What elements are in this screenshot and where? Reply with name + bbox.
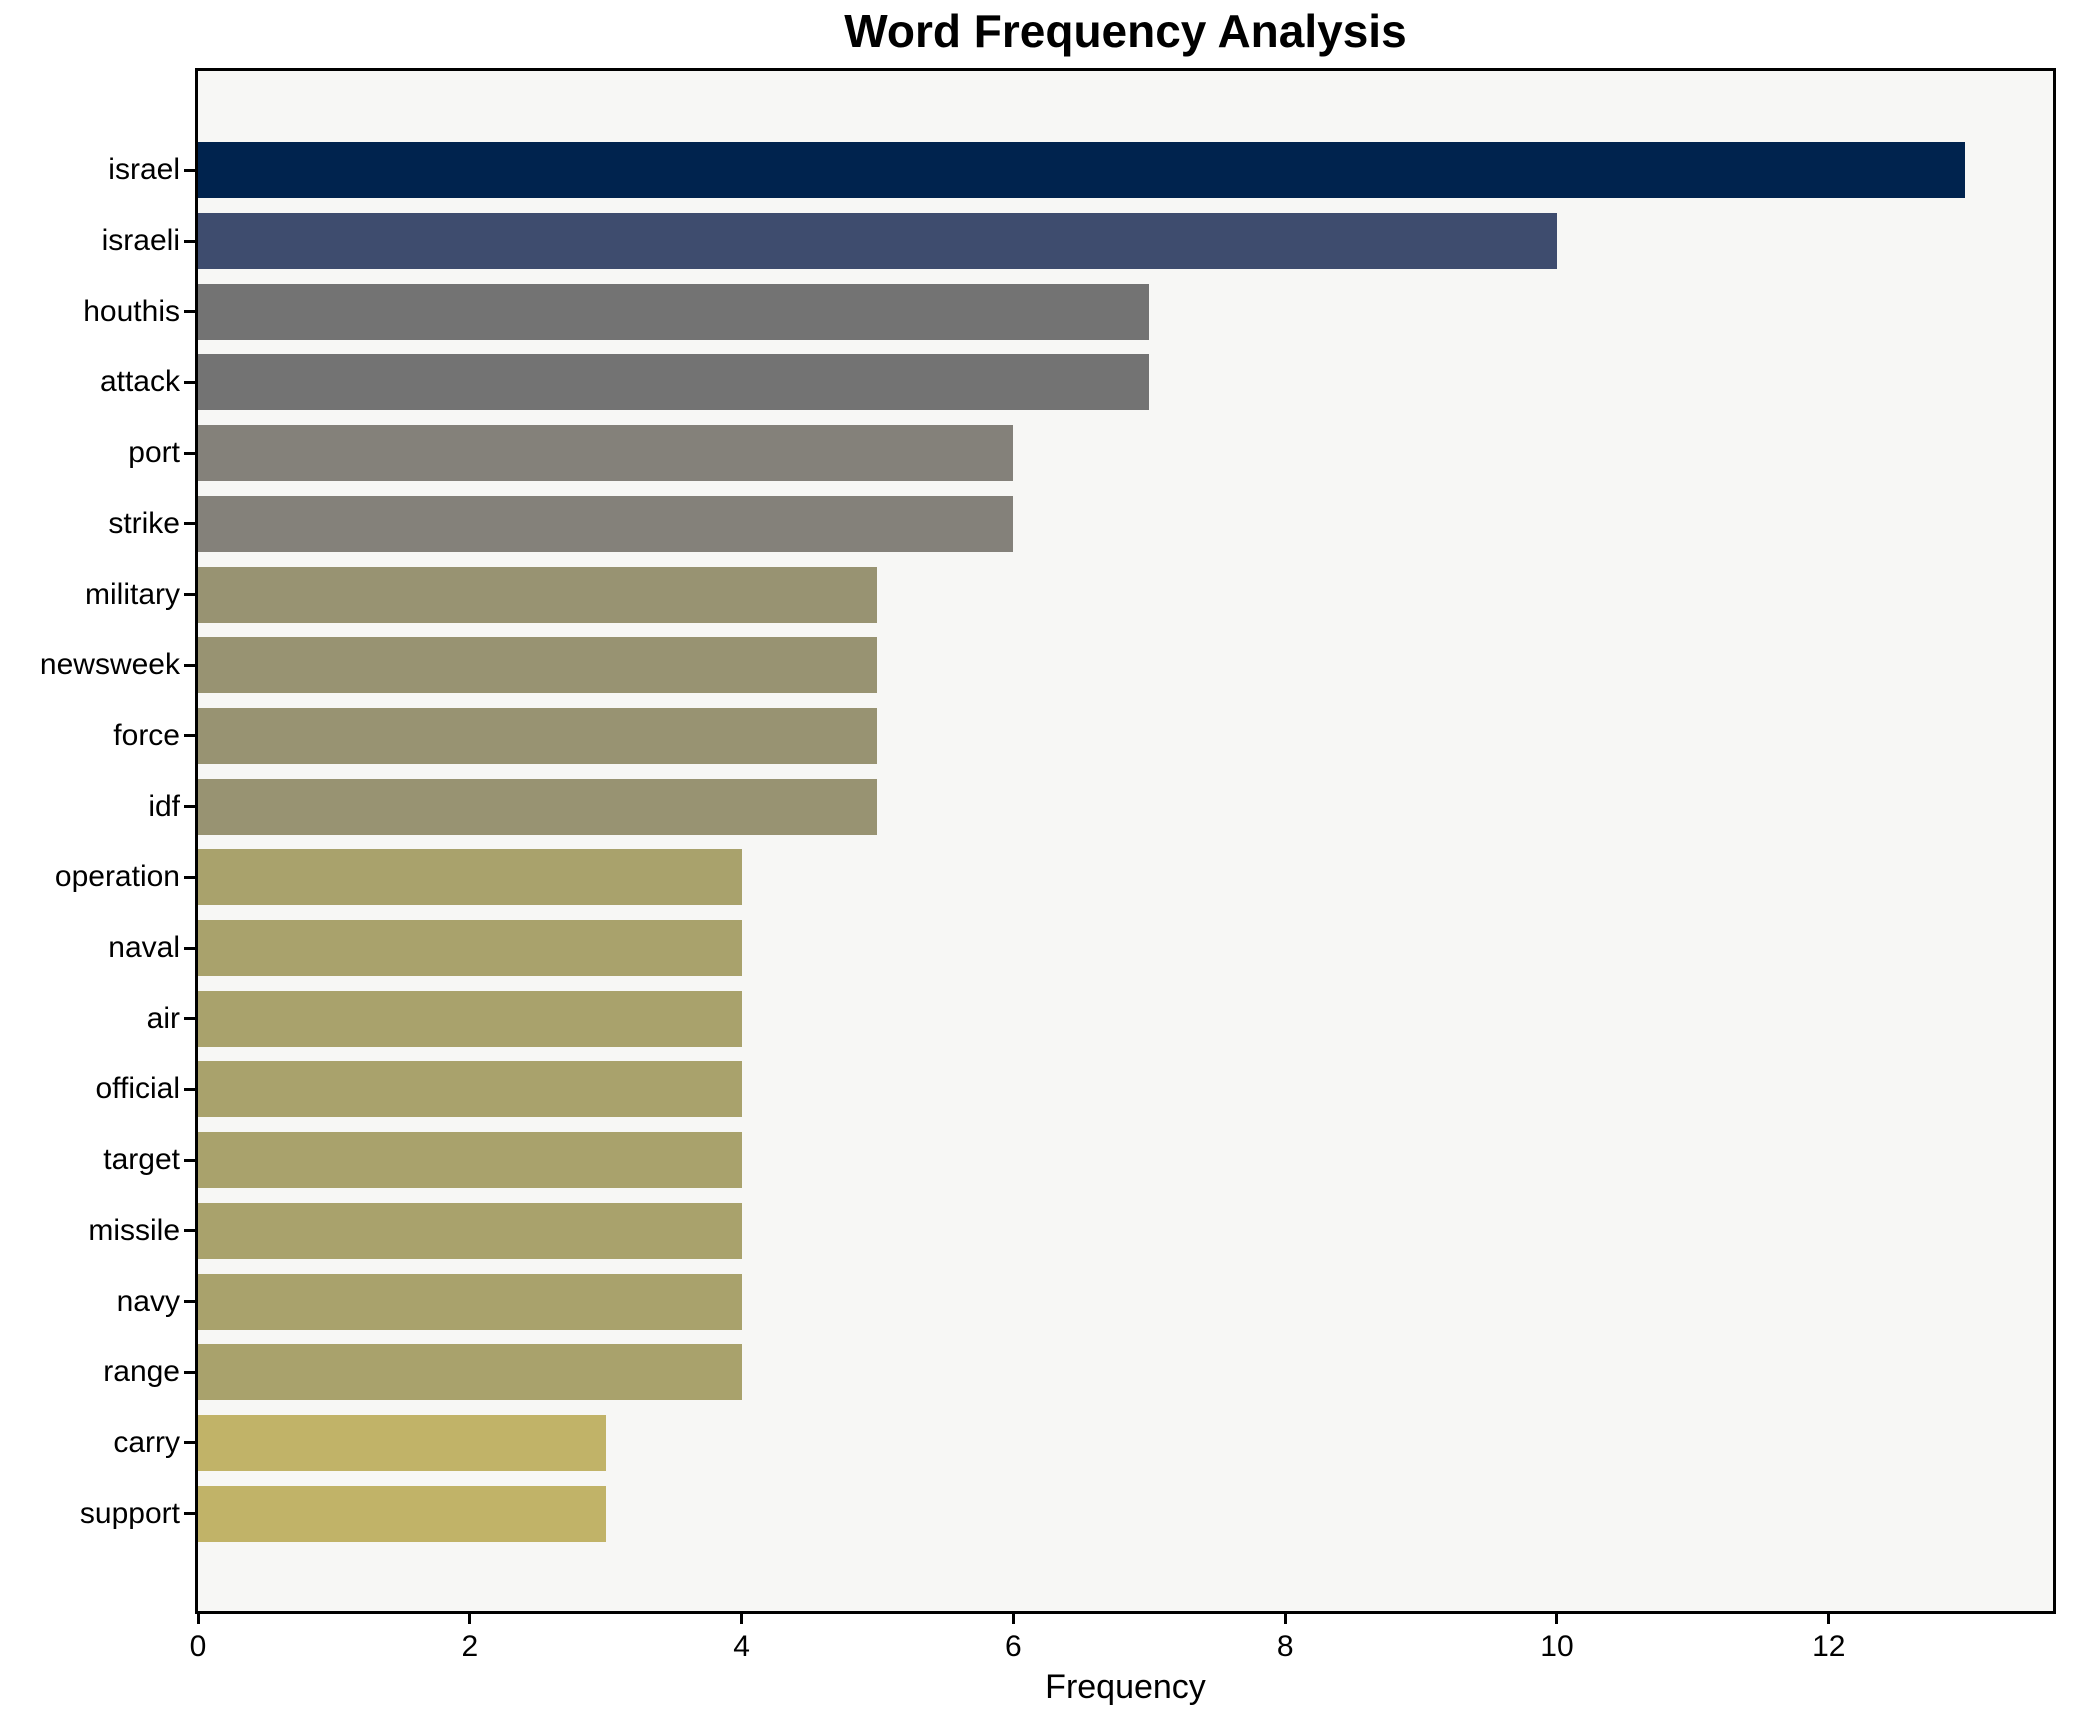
bar-military <box>198 566 878 623</box>
y-tick-label-operation: operation <box>54 860 180 894</box>
y-tick-label-attack: attack <box>99 365 180 399</box>
y-tick-label-target: target <box>103 1143 180 1177</box>
bar-row <box>198 842 2053 913</box>
y-tick-mark <box>184 805 195 809</box>
x-tick-label-8: 8 <box>1276 1630 1294 1663</box>
y-tick-label-missile: missile <box>88 1213 180 1247</box>
y-tick-label-carry: carry <box>113 1425 180 1459</box>
y-tick-label-official: official <box>95 1072 181 1106</box>
y-tick-mark <box>184 310 195 314</box>
bar-carry <box>198 1415 606 1471</box>
y-tick-mark <box>184 1087 195 1091</box>
bar-official <box>198 1061 742 1118</box>
y-tick-mark <box>184 168 195 172</box>
bar-row <box>198 1408 2053 1479</box>
y-tick-label-israel: israel <box>108 153 180 187</box>
bar-air <box>198 990 742 1047</box>
x-tick-label-12: 12 <box>1812 1630 1846 1663</box>
bar-row <box>198 347 2053 418</box>
bar-row <box>198 135 2053 206</box>
x-axis-label: Frequency <box>1045 1668 1206 1706</box>
y-tick-label-israeli: israeli <box>101 224 180 258</box>
y-tick-mark <box>184 946 195 950</box>
bar-operation <box>198 849 742 906</box>
chart-title: Word Frequency Analysis <box>844 5 1407 57</box>
y-tick-label-newsweek: newsweek <box>39 648 180 682</box>
x-tick-mark <box>468 1611 472 1624</box>
bar-row <box>198 489 2053 560</box>
x-tick-mark <box>740 1611 744 1624</box>
y-tick-label-range: range <box>103 1355 180 1389</box>
plot-area <box>195 68 2056 1614</box>
y-tick-mark <box>184 1300 195 1304</box>
y-tick-mark <box>184 1017 195 1021</box>
bar-row <box>198 1054 2053 1125</box>
x-tick-label-6: 6 <box>1005 1630 1022 1663</box>
y-tick-label-naval: naval <box>108 931 180 965</box>
y-tick-mark <box>184 734 195 738</box>
bar-strike <box>198 495 1014 552</box>
bar-row <box>198 276 2053 347</box>
bar-row <box>198 559 2053 630</box>
y-tick-label-military: military <box>85 577 180 611</box>
y-tick-label-idf: idf <box>148 789 180 823</box>
bar-naval <box>198 920 742 977</box>
bar-row <box>198 630 2053 701</box>
bars <box>198 71 2053 1611</box>
bar-row <box>198 983 2053 1054</box>
y-tick-mark <box>184 451 195 455</box>
y-tick-mark <box>184 522 195 526</box>
bar-attack <box>198 354 1150 411</box>
y-tick-mark <box>184 1370 195 1374</box>
bar-force <box>198 707 878 764</box>
y-tick-label-air: air <box>146 1001 180 1035</box>
bar-row <box>198 1337 2053 1408</box>
bar-houthis <box>198 283 1150 340</box>
bar-row <box>198 1266 2053 1337</box>
y-tick-label-navy: navy <box>116 1284 180 1318</box>
y-tick-mark <box>184 1229 195 1233</box>
x-tick-label-0: 0 <box>189 1630 207 1663</box>
y-tick-label-force: force <box>113 718 180 752</box>
y-tick-mark <box>184 875 195 879</box>
bar-newsweek <box>198 637 878 694</box>
x-tick-mark <box>1827 1611 1831 1624</box>
x-tick-label-10: 10 <box>1540 1630 1574 1663</box>
bar-navy <box>198 1273 742 1330</box>
y-tick-mark <box>184 239 195 243</box>
bar-row <box>198 1125 2053 1196</box>
y-tick-mark <box>184 1158 195 1162</box>
y-tick-mark <box>184 593 195 597</box>
bar-row <box>198 913 2053 984</box>
y-tick-mark <box>184 1441 195 1445</box>
y-tick-mark <box>184 380 195 384</box>
bar-row <box>198 771 2053 842</box>
bar-row <box>198 206 2053 277</box>
y-tick-label-port: port <box>128 436 180 470</box>
bar-row <box>198 1478 2053 1549</box>
y-tick-label-strike: strike <box>108 506 180 540</box>
y-tick-label-houthis: houthis <box>83 294 180 328</box>
x-tick-label-2: 2 <box>461 1630 479 1663</box>
x-tick-mark <box>1555 1611 1559 1624</box>
x-tick-mark <box>196 1611 200 1624</box>
y-tick-mark <box>184 663 195 667</box>
bar-missile <box>198 1202 742 1259</box>
bar-idf <box>198 778 878 835</box>
bar-row <box>198 701 2053 772</box>
bar-israeli <box>198 213 1557 270</box>
y-tick-label-support: support <box>79 1496 180 1530</box>
bar-target <box>198 1132 742 1189</box>
x-tick-mark <box>1283 1611 1287 1624</box>
bar-israel <box>198 142 1965 199</box>
bar-range <box>198 1344 742 1401</box>
bar-support <box>198 1485 606 1542</box>
x-tick-mark <box>1011 1611 1015 1624</box>
x-tick-label-4: 4 <box>733 1630 750 1663</box>
bar-port <box>198 425 1014 482</box>
y-tick-mark <box>184 1512 195 1516</box>
bar-row <box>198 1196 2053 1267</box>
bar-row <box>198 418 2053 489</box>
